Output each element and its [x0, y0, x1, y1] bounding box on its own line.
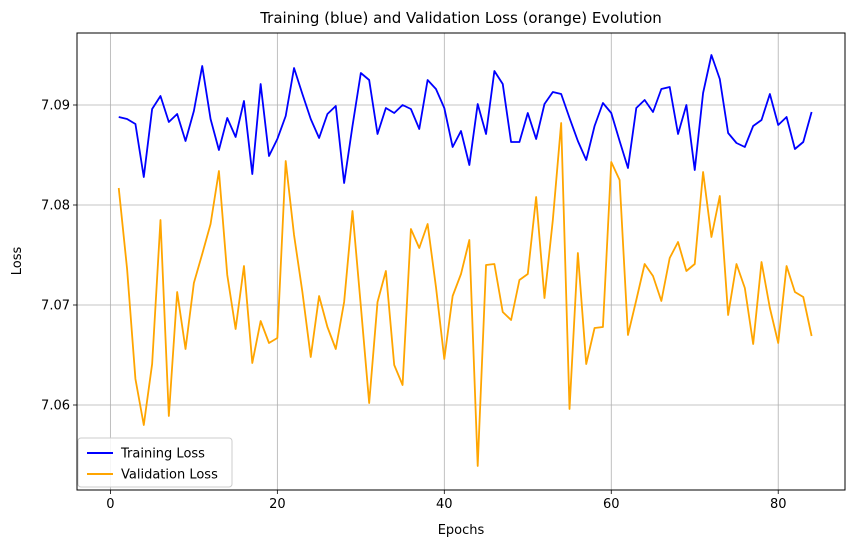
y-tick-label: 7.06: [41, 399, 70, 414]
y-axis-label: Loss: [10, 247, 25, 276]
series-line-training-loss: [118, 54, 813, 184]
axis-ticks: 0 20 40 60 80 7.06 7.07 7.08 7.09: [41, 99, 786, 513]
legend-label-validation-loss: Validation Loss: [121, 468, 218, 483]
plot-frame: [76, 32, 846, 491]
series-layer: [117, 54, 813, 467]
legend-frame: [77, 437, 233, 488]
chart-title: Training (blue) and Validation Loss (ora…: [259, 9, 662, 27]
grid: [77, 33, 845, 490]
y-tick-label: 7.09: [41, 99, 70, 114]
x-tick-label: 80: [770, 497, 787, 512]
x-axis-label: Epochs: [438, 523, 485, 538]
series-line-validation-loss: [117, 122, 813, 467]
legend-label-training-loss: Training Loss: [120, 447, 205, 462]
x-tick-label: 20: [269, 497, 286, 512]
y-tick-label: 7.07: [41, 299, 70, 314]
x-tick-label: 60: [603, 497, 620, 512]
y-tick-label: 7.08: [41, 199, 70, 214]
x-tick-label: 40: [436, 497, 453, 512]
x-tick-label: 0: [106, 497, 114, 512]
legend: Training Loss Validation Loss: [77, 437, 233, 488]
